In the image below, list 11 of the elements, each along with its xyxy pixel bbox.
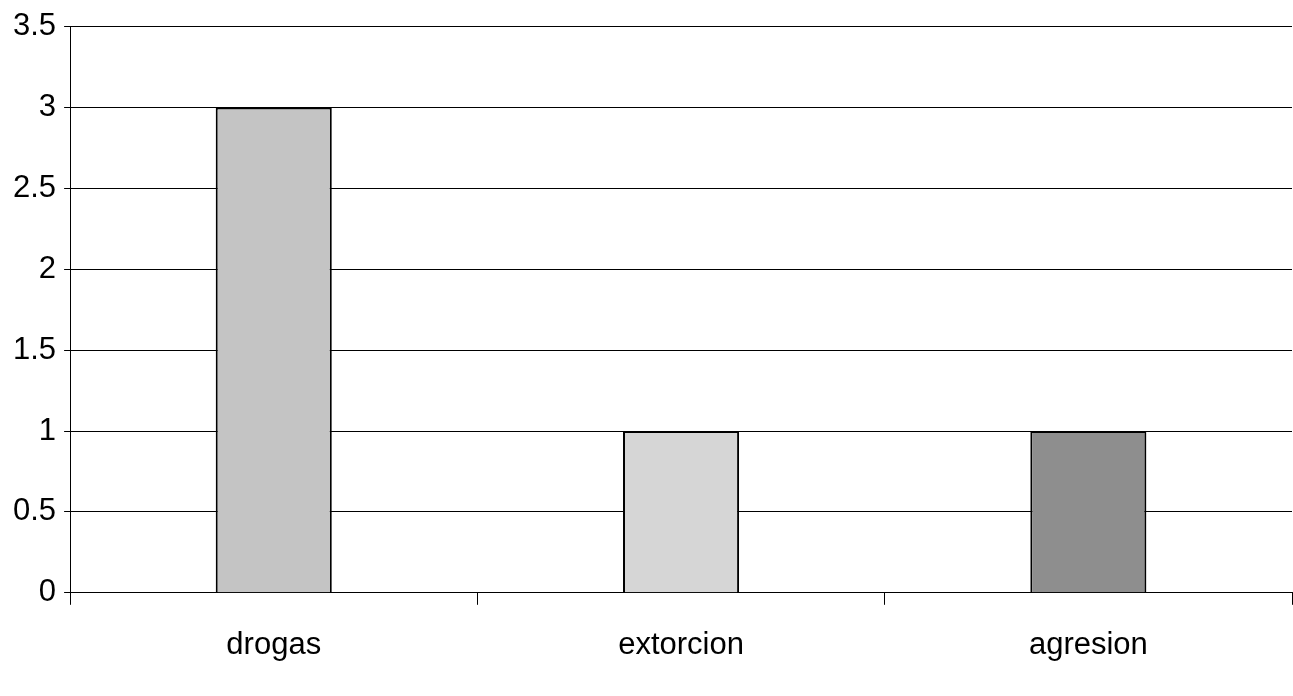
y-tick-label: 1.5 bbox=[12, 330, 57, 366]
y-tick-label: 0.5 bbox=[12, 492, 57, 528]
y-tick-label: 3 bbox=[38, 88, 57, 124]
y-tick-label: 2 bbox=[38, 249, 57, 285]
x-tick-label: agresion bbox=[1028, 625, 1148, 661]
y-tick-label: 2.5 bbox=[12, 168, 57, 204]
x-tick-label: extorcion bbox=[618, 625, 744, 661]
y-tick-label: 3.5 bbox=[12, 7, 57, 43]
y-tick-label: 0 bbox=[38, 573, 57, 609]
y-tick-label: 1 bbox=[38, 411, 57, 447]
x-tick-label: drogas bbox=[226, 625, 322, 661]
